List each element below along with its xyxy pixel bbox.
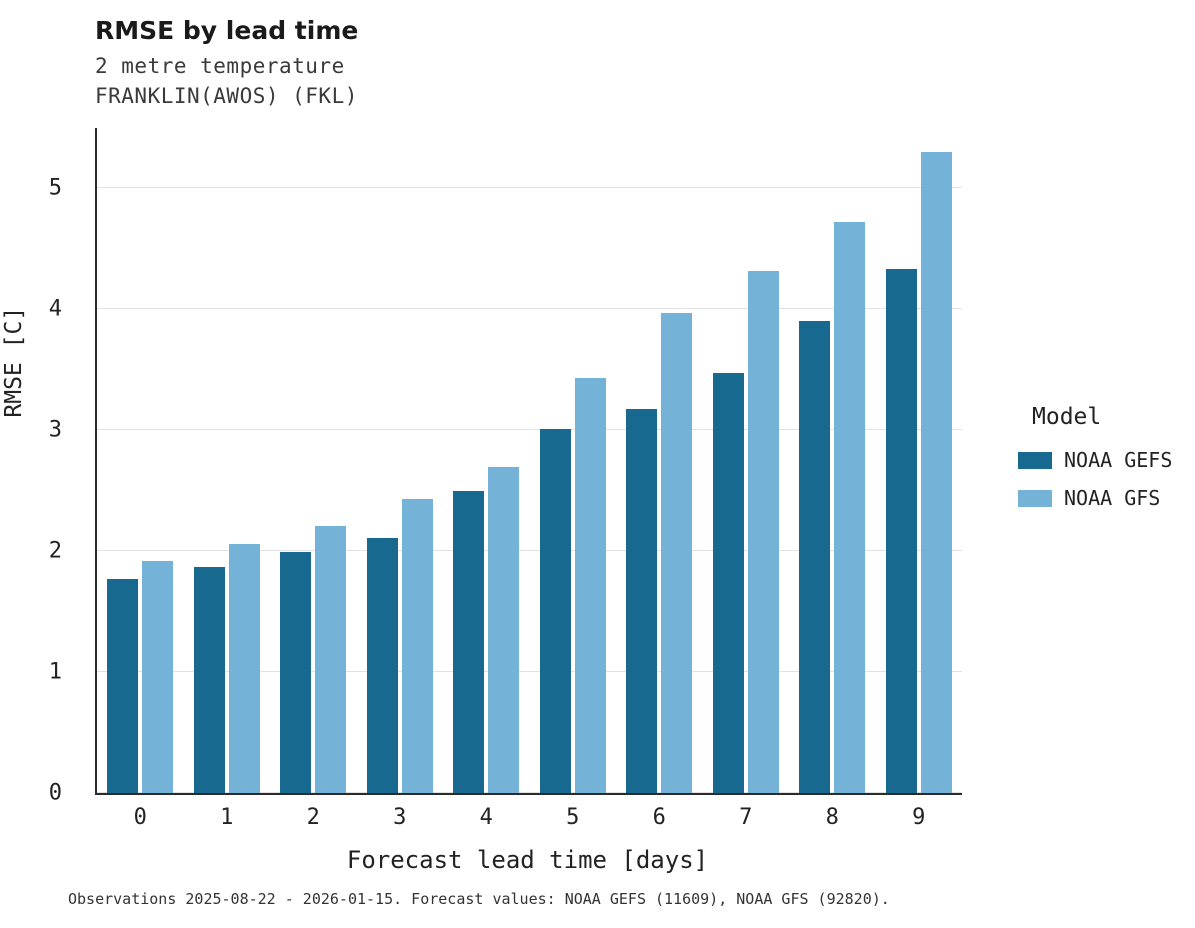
x-tick-label: 8 bbox=[825, 805, 839, 830]
bar-group: 9 bbox=[876, 128, 963, 830]
x-tick-label: 9 bbox=[912, 805, 926, 830]
legend-item-gefs: NOAA GEFS bbox=[1018, 448, 1188, 472]
gridline bbox=[97, 792, 962, 793]
legend-swatch-gfs bbox=[1018, 489, 1052, 507]
y-tick-label: 2 bbox=[48, 538, 62, 564]
bar-noaa-gfs bbox=[228, 543, 260, 793]
bar-noaa-gefs bbox=[712, 373, 744, 793]
bar-noaa-gefs bbox=[107, 579, 139, 793]
y-tick-label: 4 bbox=[48, 296, 62, 322]
y-tick-label: 0 bbox=[48, 780, 62, 806]
gridline bbox=[97, 550, 962, 552]
y-axis-labels: 0 1 2 3 4 5 bbox=[0, 128, 80, 806]
bar-group: 0 bbox=[97, 128, 184, 830]
bar-group: 3 bbox=[357, 128, 444, 830]
bar-noaa-gefs bbox=[539, 429, 571, 793]
gridline bbox=[97, 671, 962, 673]
bar-group: 2 bbox=[270, 128, 357, 830]
legend-swatch-gefs bbox=[1018, 451, 1052, 469]
bar-group: 6 bbox=[616, 128, 703, 830]
caption: Observations 2025-08-22 - 2026-01-15. Fo… bbox=[68, 890, 890, 908]
bar-noaa-gfs bbox=[488, 466, 520, 793]
bar-group: 8 bbox=[789, 128, 876, 830]
legend-label-gfs: NOAA GFS bbox=[1064, 486, 1161, 510]
gridline bbox=[97, 308, 962, 310]
legend-label-gefs: NOAA GEFS bbox=[1064, 448, 1173, 472]
bar-noaa-gfs bbox=[315, 525, 347, 793]
y-tick-label: 3 bbox=[48, 417, 62, 443]
chart-title: RMSE by lead time bbox=[95, 16, 359, 45]
x-tick-label: 0 bbox=[133, 805, 147, 830]
gridline bbox=[97, 187, 962, 189]
bar-noaa-gefs bbox=[799, 321, 831, 793]
bar-noaa-gfs bbox=[142, 560, 174, 793]
legend-item-gfs: NOAA GFS bbox=[1018, 486, 1188, 510]
y-tick-label: 1 bbox=[48, 659, 62, 685]
x-tick-label: 7 bbox=[739, 805, 753, 830]
chart-subtitle-station: FRANKLIN(AWOS) (FKL) bbox=[95, 84, 358, 108]
bar-noaa-gefs bbox=[453, 490, 485, 793]
bar-group: 7 bbox=[703, 128, 790, 830]
x-tick-label: 4 bbox=[479, 805, 493, 830]
y-tick-label: 5 bbox=[48, 175, 62, 201]
legend-title: Model bbox=[1032, 404, 1102, 430]
x-tick-label: 6 bbox=[652, 805, 666, 830]
x-tick-label: 5 bbox=[566, 805, 580, 830]
legend: Model NOAA GEFS NOAA GFS bbox=[1018, 404, 1188, 524]
bar-noaa-gfs bbox=[747, 270, 779, 793]
bar-group: 5 bbox=[530, 128, 617, 830]
bar-noaa-gefs bbox=[193, 566, 225, 793]
bar-noaa-gfs bbox=[834, 222, 866, 793]
bar-noaa-gefs bbox=[366, 537, 398, 793]
x-tick-label: 2 bbox=[306, 805, 320, 830]
bar-group: 4 bbox=[443, 128, 530, 830]
x-tick-label: 1 bbox=[220, 805, 234, 830]
bar-noaa-gfs bbox=[920, 152, 952, 793]
gridline bbox=[97, 429, 962, 431]
bar-noaa-gfs bbox=[574, 378, 606, 793]
bar-noaa-gefs bbox=[885, 269, 917, 793]
x-tick-label: 3 bbox=[393, 805, 407, 830]
bar-noaa-gefs bbox=[280, 552, 312, 793]
chart-subtitle-variable: 2 metre temperature bbox=[95, 54, 345, 78]
bar-noaa-gfs bbox=[401, 499, 433, 793]
bar-noaa-gfs bbox=[661, 313, 693, 793]
bar-noaa-gefs bbox=[626, 408, 658, 793]
x-axis-title: Forecast lead time [days] bbox=[346, 846, 709, 874]
bars-container: 0 1 2 3 4 5 6 7 8 9 bbox=[97, 128, 963, 830]
plot-area: 0 1 2 3 4 5 6 7 8 9 bbox=[95, 128, 963, 830]
bar-group: 1 bbox=[184, 128, 271, 830]
